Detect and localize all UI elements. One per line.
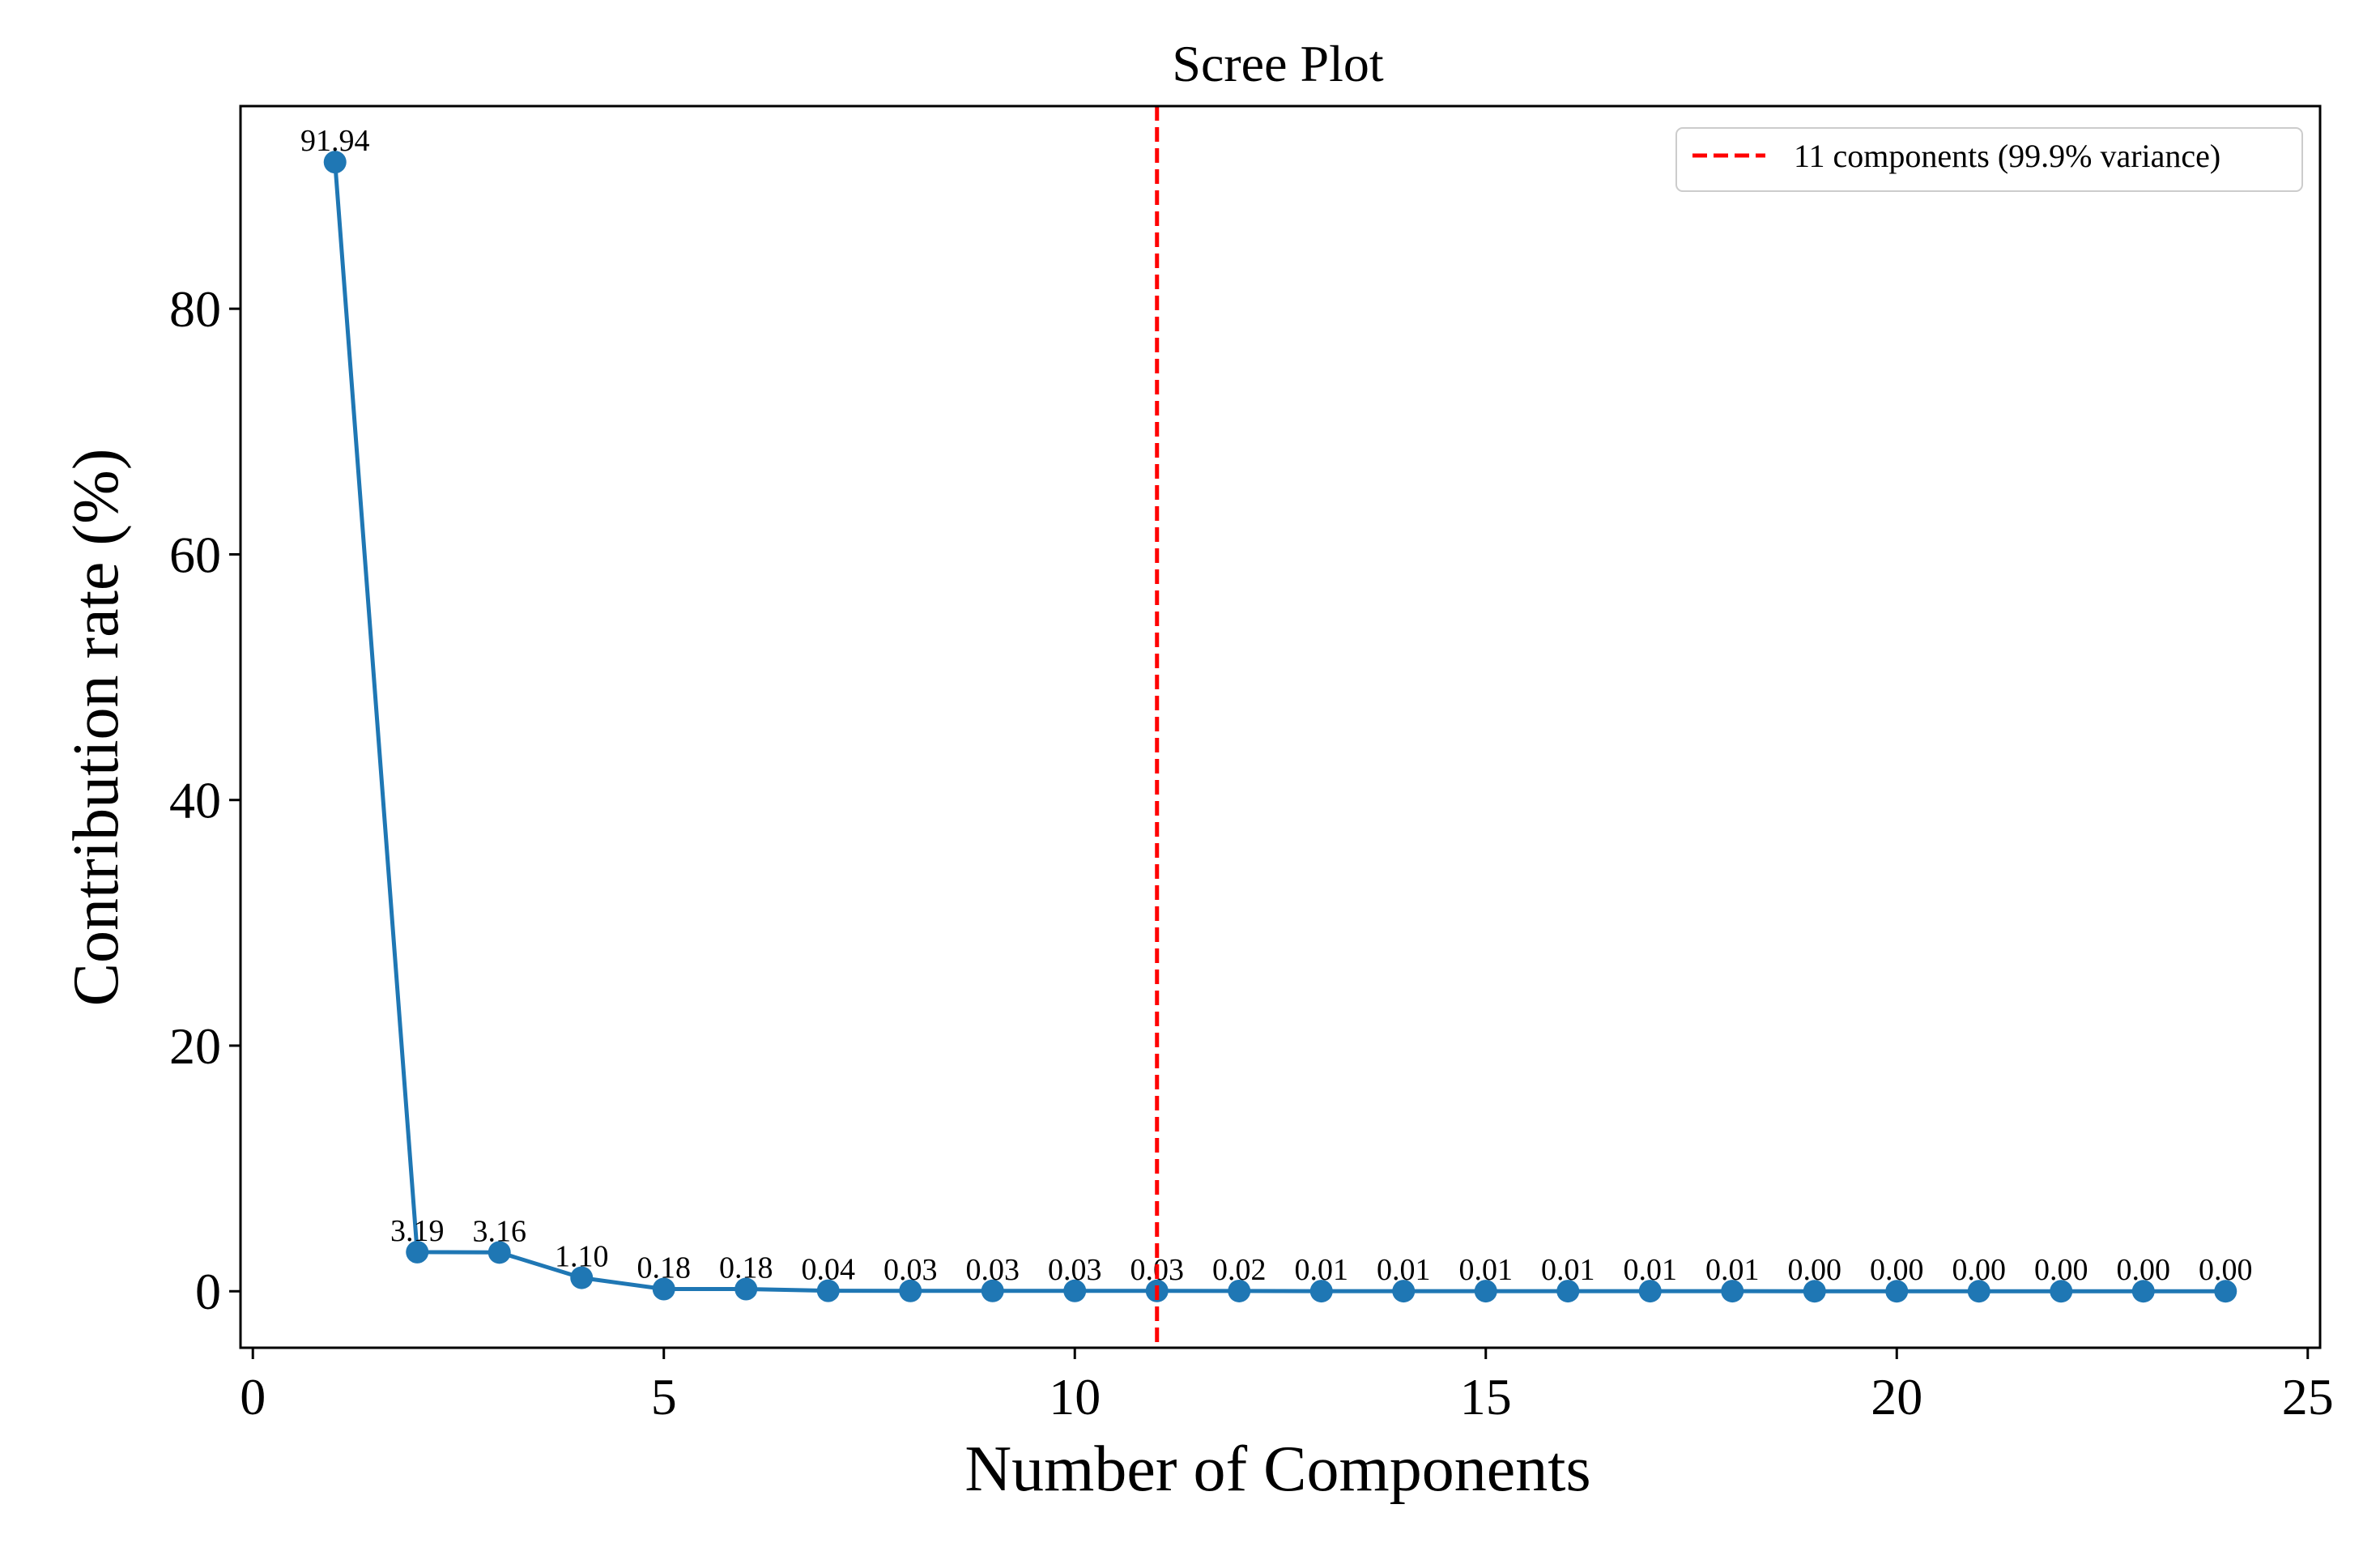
y-tick-label: 60: [169, 526, 221, 583]
data-label: 0.03: [883, 1253, 938, 1287]
data-point: [1967, 1280, 1990, 1303]
data-point: [2214, 1280, 2237, 1303]
data-label: 0.00: [2117, 1253, 2171, 1287]
y-tick-label: 80: [169, 280, 221, 338]
data-label: 3.16: [472, 1214, 526, 1248]
data-label: 0.01: [1541, 1253, 1595, 1287]
data-label: 0.03: [965, 1253, 1020, 1287]
data-label: 0.00: [1952, 1253, 2007, 1287]
data-point: [816, 1279, 840, 1302]
y-axis-label: Contribution rate (%): [61, 449, 132, 1007]
data-label: 0.00: [1788, 1253, 1842, 1287]
y-tick-label: 20: [169, 1017, 221, 1075]
data-label: 0.01: [1377, 1253, 1431, 1287]
x-tick-label: 20: [1871, 1368, 1922, 1426]
data-label: 0.01: [1705, 1253, 1760, 1287]
x-tick-label: 15: [1460, 1368, 1512, 1426]
series-line: [333, 161, 2226, 1293]
data-point: [487, 1241, 511, 1264]
data-label: 0.18: [719, 1251, 773, 1285]
plot-area: 91.94 3.19 3.16 1.10 0.18 0.18 0.04 0.03 0.03 0.0…: [300, 106, 2253, 1348]
data-label: 1.10: [555, 1240, 609, 1274]
data-point: [406, 1240, 429, 1264]
data-point: [1721, 1280, 1744, 1303]
y-tick-label: 0: [195, 1263, 221, 1320]
data-label: 0.02: [1212, 1253, 1267, 1287]
x-axis-label: Number of Components: [964, 1434, 1590, 1505]
data-point: [1063, 1279, 1087, 1302]
data-label: 0.04: [801, 1253, 855, 1287]
data-point: [323, 151, 347, 174]
data-point: [734, 1277, 758, 1301]
legend: 11 components (99.9% variance): [1675, 127, 2303, 192]
data-point: [899, 1279, 922, 1302]
chart-title: Scree Plot: [1172, 35, 1384, 92]
y-tick-label: 40: [169, 772, 221, 829]
data-label: 0.00: [1870, 1253, 1924, 1287]
y-axis-ticks: 0 20 40 60 80: [169, 280, 241, 1320]
data-point: [2050, 1280, 2073, 1303]
data-label: 0.01: [1624, 1253, 1678, 1287]
data-label: 0.03: [1048, 1253, 1102, 1287]
data-label: 3.19: [390, 1214, 445, 1248]
data-label: 0.01: [1295, 1253, 1349, 1287]
axes-frame: [239, 104, 2322, 1349]
data-point: [1638, 1280, 1662, 1303]
data-label: 0.00: [2199, 1253, 2253, 1287]
data-point: [2131, 1280, 2155, 1303]
data-point: [1474, 1280, 1497, 1303]
data-point: [1803, 1280, 1826, 1303]
data-point: [1392, 1280, 1416, 1303]
data-point: [570, 1266, 594, 1289]
data-label: 0.01: [1459, 1253, 1514, 1287]
data-point: [1309, 1280, 1333, 1303]
x-tick-label: 10: [1049, 1368, 1101, 1426]
x-tick-label: 0: [240, 1368, 266, 1426]
data-label: 0.00: [2034, 1253, 2088, 1287]
legend-entry-label: 11 components (99.9% variance): [1794, 138, 2220, 174]
data-point: [652, 1277, 675, 1301]
x-axis-ticks: 0 5 10 15 20 25: [240, 1348, 2334, 1426]
data-point: [1556, 1280, 1580, 1303]
data-point: [981, 1279, 1004, 1302]
data-label: 91.94: [300, 124, 370, 158]
x-tick-label: 5: [651, 1368, 677, 1426]
data-point: [1885, 1280, 1909, 1303]
data-label: 0.18: [637, 1251, 691, 1285]
legend-box: [1675, 127, 2303, 192]
data-point: [1228, 1279, 1251, 1302]
x-tick-label: 25: [2282, 1368, 2334, 1426]
